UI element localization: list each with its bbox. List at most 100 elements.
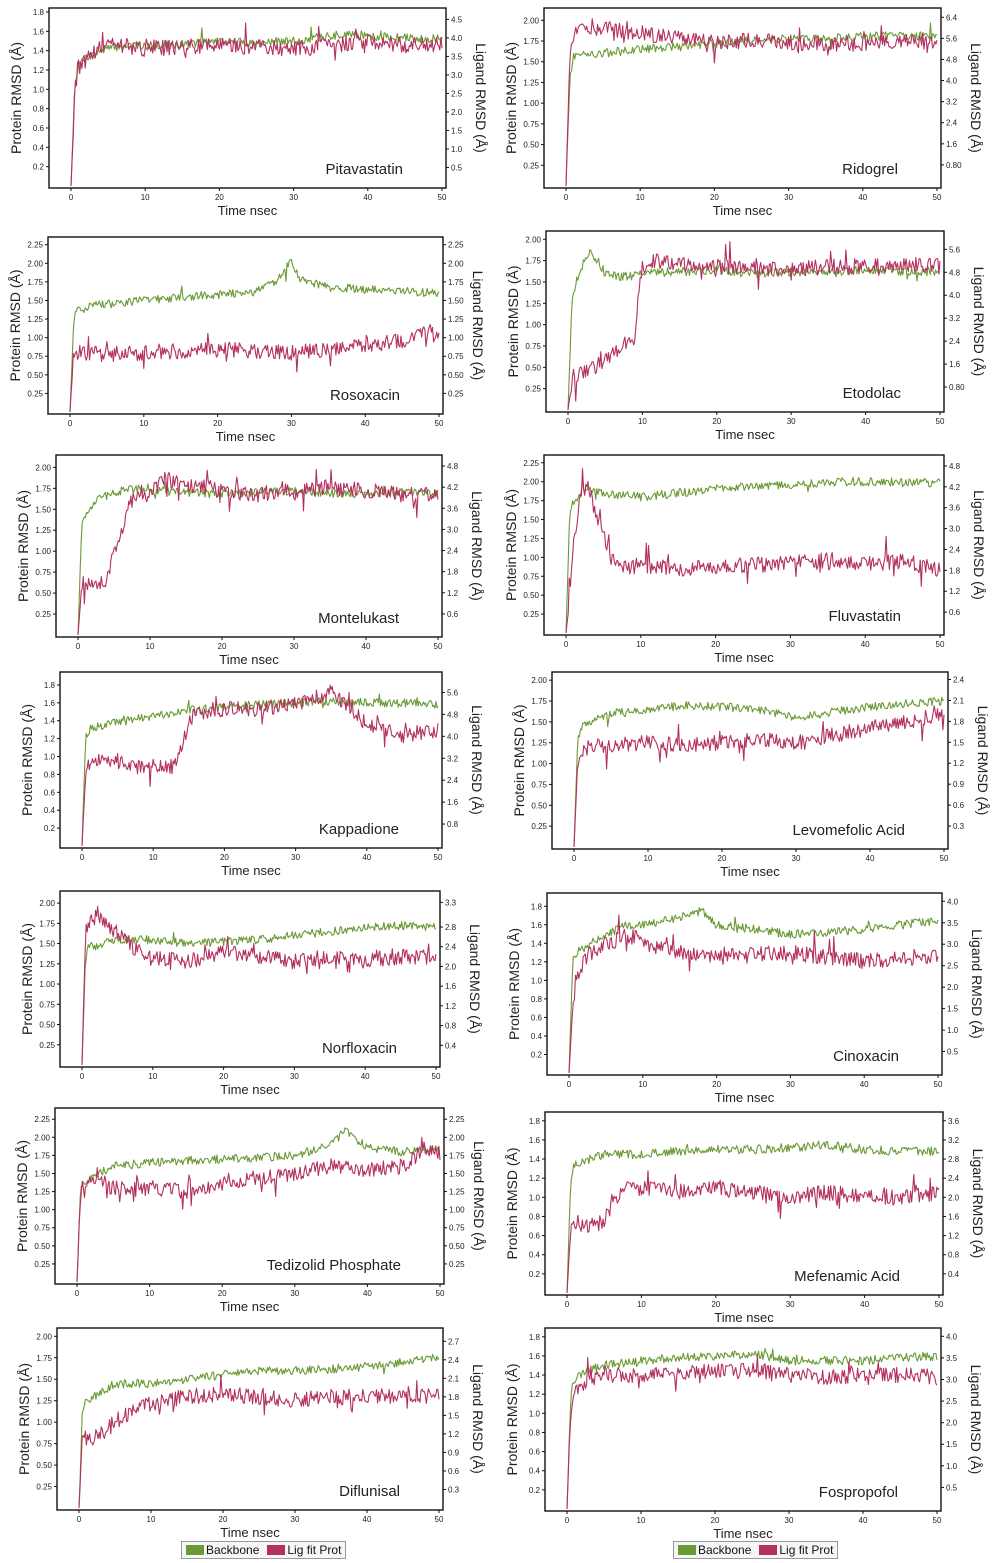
- y-tick-label: 0.50: [39, 1021, 55, 1030]
- ligand-rmsd-line: [565, 18, 938, 187]
- x-tick-label: 0: [567, 1080, 572, 1089]
- y2-tick-label: 2.4: [445, 943, 457, 952]
- plot-frame: [544, 1111, 944, 1296]
- y-axis-label: Protein RMSD (Å): [19, 923, 35, 1035]
- x-tick-label: 20: [712, 417, 721, 426]
- x-tick-label: 30: [291, 1515, 300, 1524]
- x-tick-label: 40: [361, 419, 370, 428]
- y2-tick-label: 1.2: [445, 1002, 457, 1011]
- legend: Backbone Lig fit Prot: [673, 1541, 839, 1559]
- x-tick-label: 10: [644, 854, 653, 863]
- x-tick-label: 20: [218, 642, 227, 651]
- legend-swatch-backbone: [678, 1545, 696, 1555]
- y2-tick-label: 1.2: [949, 587, 961, 596]
- y2-tick-label: 4.8: [949, 268, 961, 277]
- y-axis-label: Protein RMSD (Å): [503, 42, 519, 154]
- x-tick-label: 30: [785, 1516, 794, 1525]
- chart-panel: 0.25 0.50 0.75 1.00 1.25 1.50 1.75 2.00 0.6 1.2 1.…: [15, 454, 485, 667]
- x-tick-label: 40: [858, 193, 867, 202]
- y-tick-label: 1.2: [529, 1390, 541, 1399]
- x-tick-label: 50: [936, 640, 945, 649]
- x-tick-label: 0: [564, 193, 569, 202]
- y-tick-label: 1.50: [525, 278, 541, 287]
- y-tick-label: 0.2: [529, 1486, 541, 1495]
- ligand-rmsd-line: [78, 1374, 440, 1509]
- chart-panel: 0.250.500.751.001.251.501.752.000.40.81.…: [19, 890, 483, 1097]
- y2-tick-label: 1.5: [448, 1411, 460, 1420]
- x-axis-label: Time nsec: [220, 1299, 280, 1314]
- y-tick-label: 1.2: [33, 66, 45, 75]
- x-axis-label: Time nsec: [713, 203, 773, 218]
- y2-tick-label: 2.4: [946, 119, 958, 128]
- y-tick-label: 1.50: [39, 940, 55, 949]
- y2-tick-label: 3.3: [445, 898, 457, 907]
- compound-name: Rosoxacin: [330, 387, 400, 404]
- x-axis-label: Time nsec: [720, 864, 780, 879]
- y2-tick-label: 3.0: [451, 71, 463, 80]
- y-tick-label: 1.75: [531, 697, 547, 706]
- y-tick-label: 1.50: [35, 505, 51, 514]
- y2-axis-label: Ligand RMSD (Å): [975, 706, 991, 816]
- plot-frame: [546, 892, 943, 1076]
- x-tick-label: 30: [784, 193, 793, 202]
- y-tick-label: 1.75: [36, 1354, 52, 1363]
- y2-tick-label: 2.4: [949, 545, 961, 554]
- x-tick-label: 10: [636, 193, 645, 202]
- x-tick-label: 40: [363, 193, 372, 202]
- y2-axis-label: Ligand RMSD (Å): [971, 267, 987, 377]
- y-tick-label: 2.00: [27, 259, 43, 268]
- x-axis-label: Time nsec: [715, 427, 775, 442]
- y2-tick-label: 1.6: [949, 360, 961, 369]
- y2-tick-label: 4.8: [946, 55, 958, 64]
- y-tick-label: 0.4: [531, 1032, 543, 1041]
- y2-tick-label: 2.25: [448, 241, 464, 250]
- y2-tick-label: 2.5: [946, 1397, 958, 1406]
- ligand-rmsd-line: [565, 468, 941, 634]
- y-tick-label: 1.4: [529, 1371, 541, 1380]
- x-tick-label: 10: [638, 417, 647, 426]
- backbone-rmsd-line: [568, 907, 939, 1074]
- y-tick-label: 0.2: [44, 824, 56, 833]
- x-axis-label: Time nsec: [216, 429, 276, 444]
- y2-tick-label: 3.0: [447, 525, 459, 534]
- y2-tick-label: 2.4: [949, 337, 961, 346]
- x-tick-label: 10: [636, 640, 645, 649]
- y2-tick-label: 0.25: [449, 1260, 465, 1269]
- compound-name: Tedizolid Phosphate: [267, 1257, 401, 1274]
- y2-tick-label: 0.3: [953, 822, 965, 831]
- x-tick-label: 0: [566, 417, 571, 426]
- y-tick-label: 0.25: [34, 1260, 50, 1269]
- x-tick-label: 10: [637, 1300, 646, 1309]
- x-axis-label: Time nsec: [715, 1090, 775, 1105]
- x-axis-label: Time nsec: [220, 1525, 280, 1540]
- y2-axis-label: Ligand RMSD (Å): [470, 271, 486, 381]
- y-tick-label: 1.50: [523, 516, 539, 525]
- plot-frame: [545, 230, 945, 413]
- x-tick-label: 10: [139, 419, 148, 428]
- y-tick-label: 0.4: [529, 1467, 541, 1476]
- x-tick-label: 40: [362, 642, 371, 651]
- y2-tick-label: 1.75: [448, 278, 464, 287]
- x-tick-label: 50: [438, 193, 447, 202]
- y-tick-label: 0.75: [34, 1224, 50, 1233]
- chart-panel: 0.25 0.50 0.75 1.00 1.25 1.50 1.75 2.00 2.25 0.6 1…: [503, 454, 987, 665]
- y-tick-label: 1.2: [44, 735, 56, 744]
- y2-tick-label: 2.1: [953, 696, 965, 705]
- y-axis-label: Protein RMSD (Å): [7, 269, 23, 381]
- y2-tick-label: 3.2: [949, 314, 961, 323]
- y-tick-label: 1.8: [529, 1333, 541, 1342]
- plot-frame: [47, 236, 444, 415]
- y2-tick-label: 0.5: [947, 1048, 959, 1057]
- y-tick-label: 1.50: [36, 1375, 52, 1384]
- y-tick-label: 1.25: [523, 534, 539, 543]
- y-tick-label: 0.8: [33, 105, 45, 114]
- plot-frame: [48, 7, 447, 189]
- y-tick-label: 0.25: [525, 385, 541, 394]
- chart-panel: 0.250.500.751.001.251.501.752.000.30.60.…: [16, 1327, 486, 1540]
- y2-tick-label: 0.6: [953, 801, 965, 810]
- y-tick-label: 0.8: [529, 1428, 541, 1437]
- ligand-rmsd-line: [81, 684, 439, 847]
- y-tick-label: 1.00: [36, 1418, 52, 1427]
- y-tick-label: 0.25: [523, 161, 539, 170]
- y2-tick-label: 3.2: [948, 1136, 960, 1145]
